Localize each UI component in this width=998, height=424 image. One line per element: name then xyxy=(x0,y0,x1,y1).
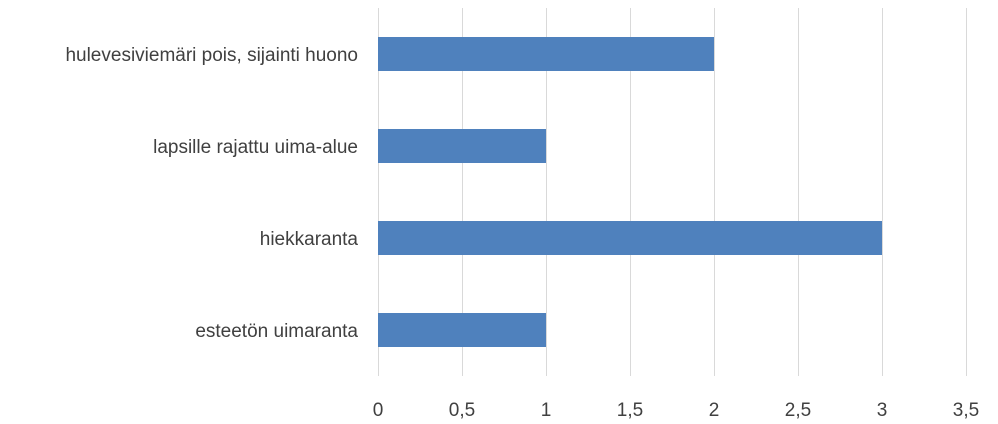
x-tick-label: 2,5 xyxy=(785,400,811,421)
category-label: lapsille rajattu uima-alue xyxy=(153,137,358,158)
category-label: hulevesiviemäri pois, sijainti huono xyxy=(65,45,358,66)
category-label: hiekkaranta xyxy=(260,229,359,250)
x-tick-labels: 0 0,5 1 1,5 2 2,5 3 3,5 xyxy=(373,400,980,421)
x-tick-label: 0 xyxy=(373,400,384,421)
bar xyxy=(378,129,546,163)
bar xyxy=(378,221,882,255)
bar xyxy=(378,37,714,71)
x-tick-label: 1,5 xyxy=(617,400,643,421)
x-tick-label: 0,5 xyxy=(449,400,475,421)
bar xyxy=(378,313,546,347)
x-tick-label: 1 xyxy=(541,400,552,421)
x-tick-label: 3 xyxy=(877,400,888,421)
x-tick-label: 3,5 xyxy=(953,400,979,421)
x-tick-label: 2 xyxy=(709,400,720,421)
category-labels: hulevesiviemäri pois, sijainti huono laps… xyxy=(65,45,358,342)
category-label: esteetön uimaranta xyxy=(195,321,358,342)
bars xyxy=(378,37,882,347)
